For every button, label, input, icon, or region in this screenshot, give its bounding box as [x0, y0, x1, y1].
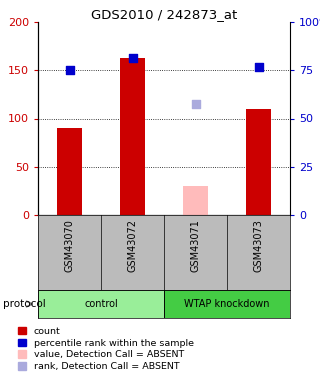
Text: GSM43072: GSM43072: [127, 219, 138, 272]
Bar: [57, 128, 82, 215]
Bar: [183, 186, 208, 215]
Text: GSM43070: GSM43070: [65, 219, 75, 272]
Text: protocol: protocol: [3, 299, 46, 309]
Point: [67, 67, 72, 73]
Bar: [120, 58, 145, 215]
Point: [193, 101, 198, 107]
Text: GSM43071: GSM43071: [190, 219, 201, 272]
Point: [130, 55, 135, 61]
Text: GSM43073: GSM43073: [253, 219, 263, 272]
Point: [256, 64, 261, 70]
Legend: count, percentile rank within the sample, value, Detection Call = ABSENT, rank, : count, percentile rank within the sample…: [18, 327, 194, 371]
Title: GDS2010 / 242873_at: GDS2010 / 242873_at: [91, 8, 237, 21]
Text: WTAP knockdown: WTAP knockdown: [184, 299, 270, 309]
Bar: [164, 290, 290, 318]
Bar: [246, 109, 271, 215]
Text: control: control: [84, 299, 118, 309]
Bar: [38, 290, 164, 318]
